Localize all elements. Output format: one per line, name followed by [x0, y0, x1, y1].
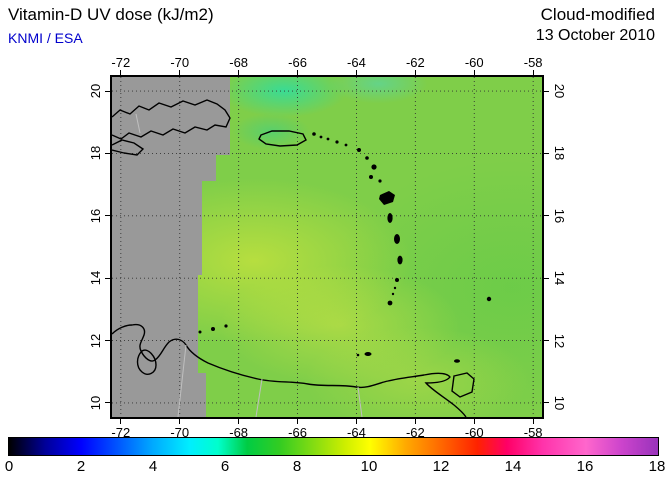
- coastlines: [112, 99, 492, 417]
- x-tick-bottom: [414, 419, 416, 424]
- colorbar-tick-label: 4: [148, 458, 158, 475]
- x-tick-bottom: [355, 419, 357, 424]
- page-title: Vitamin-D UV dose (kJ/m2): [8, 5, 214, 24]
- y-tick-label-left: 20: [88, 83, 103, 99]
- puerto-rico-coast: [258, 130, 307, 147]
- x-tick-bottom: [120, 419, 122, 424]
- y-tick-right: [544, 152, 549, 154]
- country-border-1: [177, 344, 187, 417]
- country-border-3: [357, 386, 363, 417]
- y-tick-right: [544, 340, 549, 342]
- hispaniola-border-line: [135, 113, 141, 134]
- st-vincent-grenadines: [387, 278, 399, 306]
- y-tick-label-right: 10: [552, 395, 567, 411]
- y-tick-label-right: 12: [552, 333, 567, 348]
- y-tick-right: [544, 90, 549, 92]
- y-tick-label-right: 16: [552, 208, 567, 224]
- colorbar-tick-label: 18: [648, 458, 665, 475]
- colorbar-tick-label: 10: [360, 458, 378, 475]
- margarita-islands: [356, 352, 372, 357]
- y-tick-right: [544, 402, 549, 404]
- northern-lesser-antilles: [357, 148, 382, 183]
- source-credit: KNMI / ESA: [8, 30, 83, 46]
- martinique-island: [394, 234, 400, 244]
- x-tick-label-top: -62: [405, 55, 425, 70]
- x-tick-bottom: [238, 419, 240, 424]
- x-tick-bottom: [532, 419, 534, 424]
- x-tick-bottom: [179, 419, 181, 424]
- st-lucia-island: [397, 255, 403, 265]
- y-tick-label-right: 18: [552, 146, 567, 161]
- trinidad-coast: [451, 372, 475, 398]
- y-tick-label-left: 12: [88, 333, 103, 348]
- x-tick-bottom: [297, 419, 299, 424]
- x-tick-label-top: -64: [347, 55, 366, 70]
- haiti-peninsula-coast: [112, 139, 145, 156]
- y-tick-label-left: 16: [88, 208, 103, 224]
- y-tick-label-left: 18: [88, 146, 103, 161]
- hispaniola-coast: [112, 99, 231, 140]
- map-plot: [110, 75, 544, 419]
- colorbar-tick-label: 2: [76, 458, 86, 475]
- barbados-island: [486, 296, 492, 302]
- x-tick-label-top: -72: [111, 55, 131, 70]
- x-tick-label-top: -66: [288, 55, 307, 70]
- no-data-region: [112, 77, 230, 417]
- colorbar-tick-label: 12: [432, 458, 450, 475]
- mode-label: Cloud-modified: [540, 5, 655, 24]
- abc-islands: [198, 324, 228, 334]
- y-tick-right: [544, 215, 549, 217]
- x-tick-label-top: -58: [523, 55, 543, 70]
- guadeloupe-island: [379, 191, 395, 205]
- colorbar-tick-label: 6: [220, 458, 230, 475]
- colorbar: [8, 437, 659, 456]
- tobago-island: [454, 359, 460, 363]
- country-border-2: [255, 378, 263, 417]
- y-tick-label-right: 20: [552, 83, 567, 99]
- x-tick-label-top: -60: [464, 55, 484, 70]
- coastlines-layer: [112, 77, 542, 417]
- y-tick-label-left: 10: [88, 395, 103, 411]
- y-tick-label-left: 14: [88, 270, 103, 286]
- x-tick-label-top: -68: [229, 55, 249, 70]
- y-tick-label-right: 14: [552, 270, 567, 286]
- south-america-coast: [112, 323, 467, 417]
- graticule: [112, 77, 542, 417]
- date-label: 13 October 2010: [535, 27, 655, 44]
- colorbar-tick-label: 16: [576, 458, 594, 475]
- dominica-island: [387, 213, 393, 223]
- lake-maracaibo-outline: [136, 349, 157, 375]
- virgin-islands: [312, 132, 348, 147]
- x-tick-bottom: [473, 419, 475, 424]
- x-tick-label-top: -70: [170, 55, 190, 70]
- y-tick-right: [544, 277, 549, 279]
- colorbar-tick-label: 8: [292, 458, 302, 475]
- colorbar-tick-label: 14: [504, 458, 522, 475]
- colorbar-tick-label: 0: [4, 458, 14, 475]
